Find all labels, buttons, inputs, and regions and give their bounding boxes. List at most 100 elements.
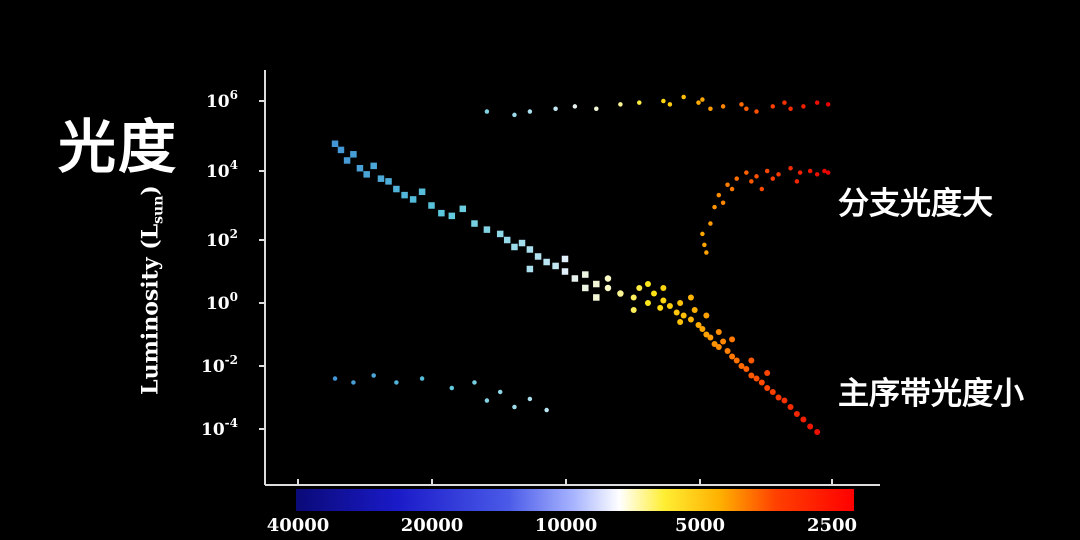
- data-point-main_sequence: [343, 157, 351, 164]
- data-point-main_sequence: [699, 325, 706, 332]
- data-point-main_sequence: [526, 265, 534, 273]
- data-point-main_sequence: [356, 164, 364, 172]
- data-point-giants: [734, 176, 739, 181]
- data-point-main_sequence: [677, 300, 684, 306]
- data-point-main_sequence: [691, 306, 698, 313]
- data-point-main_sequence: [781, 397, 788, 404]
- data-point-main_sequence: [593, 280, 600, 288]
- data-point-main_sequence: [561, 255, 569, 263]
- data-point-main_sequence: [724, 347, 731, 354]
- data-point-main_sequence: [438, 209, 445, 217]
- data-point-main_sequence: [630, 294, 637, 301]
- data-point-main_sequence: [703, 312, 710, 319]
- data-point-supergiants: [801, 104, 806, 109]
- data-point-main_sequence: [518, 239, 526, 247]
- data-point-white_dwarfs: [497, 389, 503, 395]
- data-point-main_sequence: [707, 334, 714, 341]
- data-point-supergiants: [754, 109, 759, 114]
- data-point-supergiants: [696, 100, 701, 105]
- data-point-supergiants: [512, 112, 517, 118]
- data-point-main_sequence: [695, 322, 702, 329]
- data-point-supergiants: [661, 98, 666, 104]
- data-point-main_sequence: [604, 284, 612, 292]
- data-point-main_sequence: [630, 306, 637, 313]
- data-point-main_sequence: [534, 253, 542, 260]
- data-point-main_sequence: [418, 188, 426, 196]
- data-point-supergiants: [744, 106, 749, 112]
- data-point-supergiants: [782, 100, 787, 105]
- data-point-giants: [712, 204, 717, 210]
- data-point-main_sequence: [552, 262, 559, 270]
- data-point-giants: [776, 172, 781, 177]
- x-tick-label: 5000: [675, 515, 725, 536]
- data-point-main_sequence: [428, 202, 435, 209]
- data-point-main_sequence: [459, 205, 467, 213]
- data-point-main_sequence: [800, 416, 807, 423]
- data-point-giants: [725, 182, 730, 187]
- data-point-supergiants: [618, 102, 623, 107]
- data-point-main_sequence: [582, 271, 589, 278]
- data-point-giants: [729, 186, 735, 192]
- data-point-main_sequence: [715, 344, 722, 351]
- data-point-white_dwarfs: [472, 380, 477, 385]
- data-point-main_sequence: [617, 290, 624, 297]
- data-point-supergiants: [681, 94, 686, 100]
- data-point-giants: [764, 168, 770, 174]
- data-point-supergiants: [825, 102, 831, 107]
- data-point-giants: [814, 172, 820, 177]
- data-point-main_sequence: [764, 369, 771, 376]
- annotation-giants: 分支光度大: [838, 186, 993, 222]
- data-point-main_sequence: [793, 410, 800, 417]
- data-point-main_sequence: [738, 363, 745, 369]
- data-point-main_sequence: [650, 290, 657, 297]
- data-point-main_sequence: [448, 212, 456, 220]
- data-point-main_sequence: [561, 268, 569, 275]
- data-point-supergiants: [637, 100, 642, 105]
- data-point-white_dwarfs: [484, 398, 490, 403]
- data-point-white_dwarfs: [512, 404, 517, 410]
- x-tick-label: 20000: [401, 515, 464, 536]
- data-point-white_dwarfs: [527, 396, 533, 402]
- data-point-white_dwarfs: [332, 376, 338, 381]
- data-point-main_sequence: [677, 318, 684, 325]
- data-point-supergiants: [572, 104, 578, 109]
- data-point-main_sequence: [526, 246, 534, 253]
- data-point-main_sequence: [711, 340, 718, 347]
- temperature-colorbar: [296, 489, 854, 511]
- data-point-supergiants: [770, 104, 776, 109]
- data-point-main_sequence: [644, 300, 651, 306]
- data-point-main_sequence: [401, 191, 408, 199]
- data-point-supergiants: [484, 109, 490, 114]
- data-point-giants: [759, 186, 765, 192]
- data-point-main_sequence: [593, 294, 600, 301]
- data-point-main_sequence: [787, 403, 794, 410]
- data-point-white_dwarfs: [371, 373, 376, 378]
- data-point-giants: [749, 179, 754, 184]
- data-point-supergiants: [708, 106, 713, 112]
- data-point-main_sequence: [582, 284, 589, 292]
- data-point-main_sequence: [604, 275, 612, 282]
- data-point-main_sequence: [350, 151, 357, 158]
- data-point-supergiants: [739, 102, 744, 107]
- data-point-white_dwarfs: [544, 407, 549, 413]
- data-point-main_sequence: [743, 366, 750, 373]
- data-point-giants: [716, 192, 722, 198]
- data-point-giants: [770, 176, 776, 181]
- data-point-main_sequence: [571, 275, 579, 282]
- data-point-main_sequence: [337, 146, 345, 154]
- data-point-supergiants: [700, 97, 705, 102]
- data-point-main_sequence: [471, 220, 478, 227]
- data-point-supergiants: [527, 109, 533, 114]
- data-point-main_sequence: [409, 196, 417, 203]
- data-point-main_sequence: [393, 185, 400, 193]
- data-point-main_sequence: [511, 243, 518, 251]
- data-point-main_sequence: [496, 230, 504, 238]
- y-tick-label: 10-4: [201, 416, 238, 440]
- data-point-supergiants: [788, 106, 793, 112]
- data-point-supergiants: [720, 104, 726, 109]
- data-point-giants: [744, 170, 749, 175]
- data-point-main_sequence: [748, 372, 755, 379]
- x-tick-label: 40000: [267, 515, 330, 536]
- y-tick-label: 100: [206, 290, 238, 314]
